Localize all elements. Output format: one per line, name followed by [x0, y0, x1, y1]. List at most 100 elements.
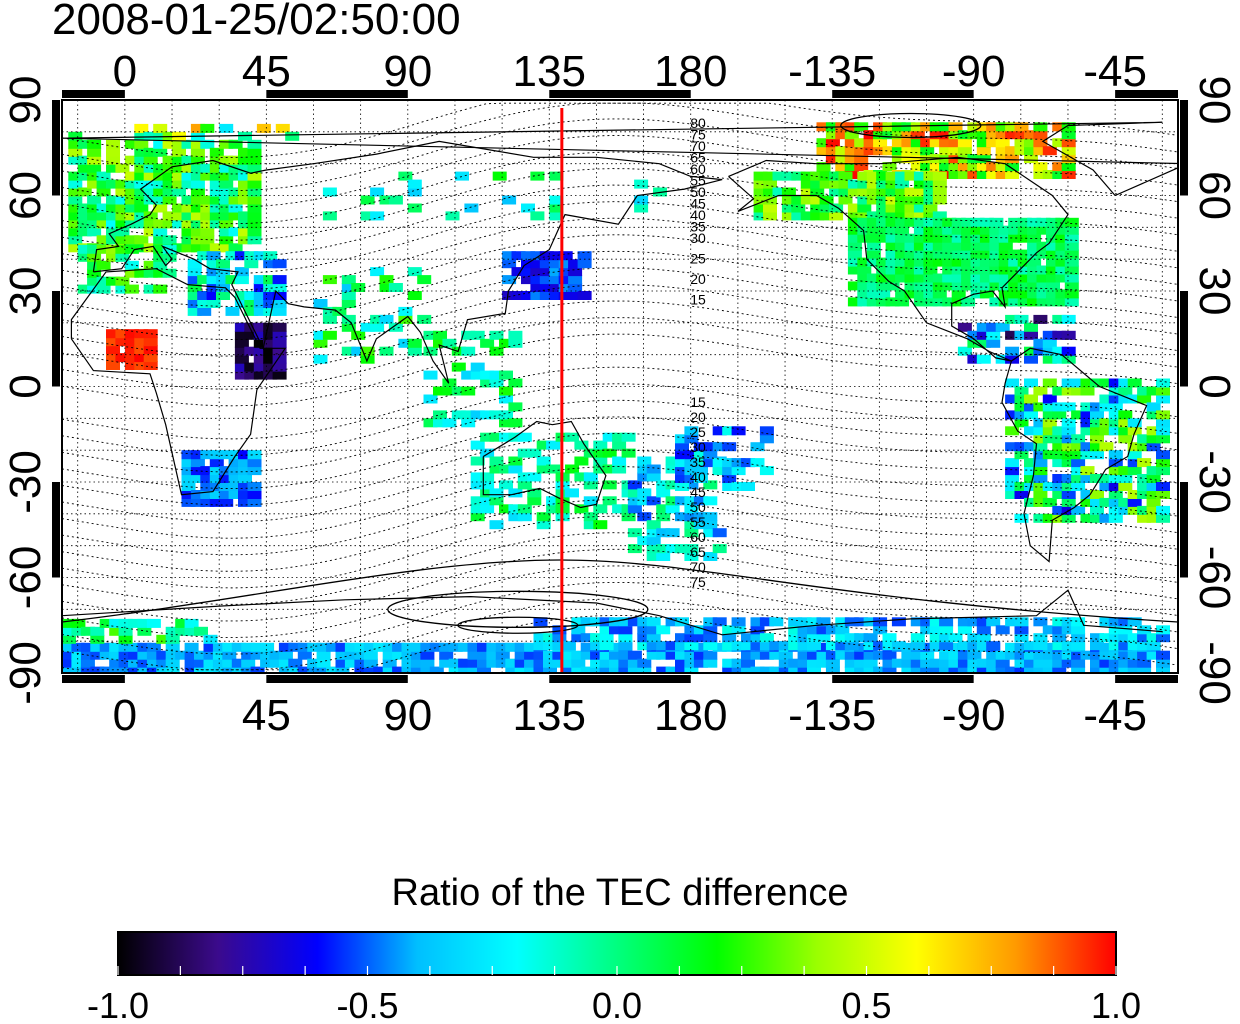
- tec-cell: [675, 434, 689, 444]
- tec-cell: [895, 171, 910, 181]
- tec-cell: [819, 195, 834, 205]
- tec-cell: [1127, 442, 1142, 452]
- tec-cell: [1024, 378, 1038, 388]
- tec-cell: [313, 299, 328, 308]
- tec-cell: [920, 122, 935, 132]
- tec-cell: [256, 123, 271, 133]
- tec-cell: [1061, 450, 1076, 460]
- tec-cell: [684, 658, 699, 668]
- tec-cell: [1090, 490, 1104, 499]
- magnetic-contour: [62, 482, 1178, 556]
- tec-cell: [1052, 346, 1067, 356]
- tec-cell: [1042, 426, 1057, 436]
- tec-cell: [838, 187, 853, 197]
- tec-cell: [527, 488, 542, 498]
- tec-cell: [238, 474, 252, 483]
- tec-cell: [1052, 410, 1067, 420]
- tec-cell: [527, 496, 542, 506]
- tec-cell: [552, 625, 567, 635]
- tec-cell: [857, 265, 872, 275]
- frame-bar: [52, 482, 60, 578]
- tec-cell: [219, 195, 234, 205]
- tec-cell: [844, 138, 859, 148]
- tec-cell: [417, 314, 432, 324]
- tec-cell: [200, 211, 215, 221]
- tec-cell: [124, 361, 139, 370]
- tec-cell: [847, 203, 862, 213]
- tec-cell: [901, 666, 916, 673]
- tec-cell: [244, 306, 259, 316]
- frame-bar: [549, 675, 691, 683]
- tec-cell: [932, 217, 947, 227]
- tec-cell: [895, 273, 910, 283]
- tec-cell: [128, 618, 142, 628]
- tec-cell: [1017, 233, 1032, 243]
- tec-cell: [750, 442, 765, 452]
- tec-cell: [118, 650, 133, 660]
- tec-cell: [458, 658, 473, 668]
- y-tick-label-right: 0: [1190, 374, 1239, 398]
- tec-cell: [539, 275, 554, 285]
- tec-cell: [143, 131, 158, 141]
- tec-cell: [1014, 617, 1029, 627]
- tec-cell: [407, 346, 422, 356]
- tec-cell: [951, 217, 966, 227]
- tec-cell: [370, 322, 385, 332]
- tec-cell: [1027, 225, 1042, 235]
- tec-cell: [398, 338, 413, 348]
- tec-cell: [106, 179, 120, 189]
- tec-cell: [124, 337, 139, 347]
- tec-cell: [904, 203, 919, 213]
- tec-cell: [684, 666, 699, 673]
- tec-cell: [1090, 450, 1104, 460]
- tec-cell: [206, 291, 221, 300]
- tec-cell: [816, 625, 831, 635]
- tec-cell: [134, 219, 149, 229]
- tec-cell: [904, 273, 919, 283]
- colorbar-tick-label: 0.5: [841, 985, 891, 1024]
- tec-cell: [693, 442, 708, 452]
- tec-cell: [341, 314, 356, 324]
- frame-bar: [52, 100, 60, 196]
- tec-cell: [1118, 650, 1133, 660]
- tec-cell: [951, 273, 966, 283]
- tec-cell: [209, 179, 224, 189]
- tec-cell: [722, 633, 737, 643]
- tec-cell: [957, 162, 972, 172]
- tec-cell: [489, 464, 504, 474]
- tec-cell: [442, 338, 457, 348]
- tec-cell: [948, 138, 963, 148]
- frame-bar: [52, 291, 60, 387]
- tec-cell: [212, 642, 227, 652]
- tec-cell: [932, 249, 947, 259]
- tec-cell: [546, 440, 561, 450]
- tec-cell: [477, 642, 491, 652]
- tec-cell: [363, 642, 378, 652]
- tec-cell: [423, 394, 438, 404]
- tec-cell: [1014, 386, 1029, 396]
- tec-cell: [910, 154, 925, 164]
- tec-cell: [885, 179, 900, 189]
- tec-cell: [489, 456, 504, 466]
- tec-cell: [153, 244, 168, 254]
- tec-cell: [882, 666, 897, 673]
- tec-cell: [703, 450, 718, 460]
- tec-cell: [876, 187, 891, 197]
- tec-cell: [244, 346, 259, 356]
- tec-cell: [866, 297, 881, 307]
- tec-cell: [1055, 257, 1070, 267]
- tec-cell: [895, 241, 910, 251]
- tec-cell: [322, 314, 337, 324]
- tec-cell: [948, 658, 963, 668]
- tec-cell: [847, 241, 862, 251]
- tec-cell: [895, 211, 910, 221]
- tec-cell: [750, 641, 765, 651]
- tec-cell: [942, 281, 957, 291]
- tec-cell: [524, 642, 539, 652]
- tec-cell: [571, 625, 586, 635]
- tec-cell: [234, 322, 249, 332]
- tec-cell: [234, 299, 249, 308]
- tec-cell: [222, 658, 237, 668]
- tec-cell: [87, 211, 102, 221]
- tec-cell: [866, 171, 881, 181]
